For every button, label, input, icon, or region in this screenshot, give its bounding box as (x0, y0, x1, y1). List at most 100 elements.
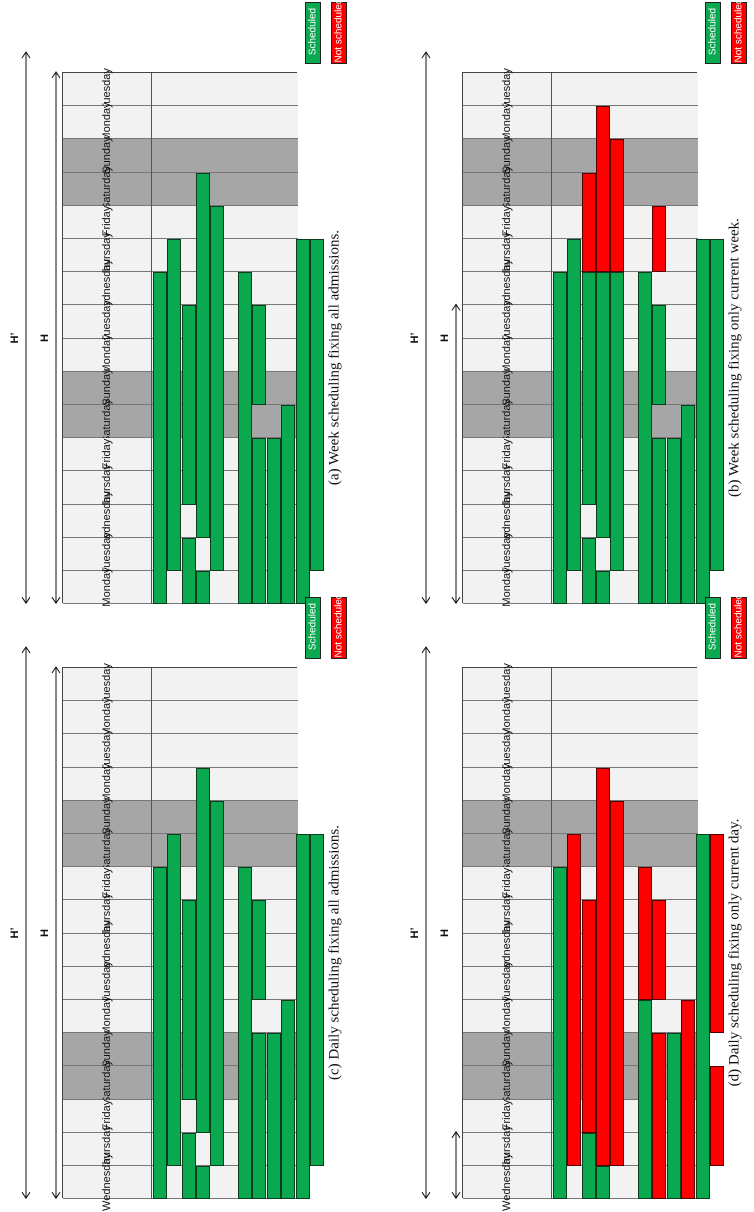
day-row (63, 734, 298, 768)
day-row (463, 800, 698, 834)
arrow-head (421, 596, 431, 605)
scheduled-bar (652, 305, 666, 405)
scheduled-bar (638, 1000, 652, 1200)
scheduled-bar (652, 438, 666, 605)
scheduled-bar (610, 272, 624, 571)
day-row (63, 172, 298, 206)
not-scheduled-bar (582, 172, 596, 273)
h-label: H (439, 333, 451, 342)
legend-scheduled (705, 2, 721, 64)
day-label: Wednesday (501, 1152, 513, 1211)
scheduled-bar (196, 172, 210, 538)
scheduled-bar (582, 272, 596, 505)
scheduled-bar (553, 272, 567, 605)
scheduled-bar (182, 1132, 196, 1200)
arrow-head (51, 666, 61, 674)
not-scheduled-bar (596, 106, 610, 273)
legend-not-scheduled (331, 597, 347, 659)
label-divider (151, 73, 152, 605)
h-label: H (439, 928, 451, 937)
scheduled-bar (310, 834, 324, 1166)
legend-label: Not scheduled (333, 593, 345, 658)
scheduled-bar (281, 1000, 295, 1200)
scheduled-bar (210, 205, 224, 571)
scheduled-bar (252, 1033, 266, 1200)
legend-label: Not scheduled (333, 0, 345, 63)
scheduled-bar (696, 239, 710, 605)
scheduled-bar (182, 537, 196, 605)
not-scheduled-bar (681, 1000, 695, 1200)
not-scheduled-bar (610, 139, 624, 273)
h-label: H (39, 928, 51, 937)
scheduled-bar (153, 272, 167, 605)
scheduled-bar (281, 405, 295, 605)
day-label: Wednesday (101, 1152, 113, 1211)
legend-label: Scheduled (307, 7, 319, 56)
schedule-grid: Tuesday Monday Sunday Saturday Friday Thursda… (62, 68, 324, 606)
panel-b: Tuesday Monday Sunday Saturday Friday Thursda… (409, 0, 747, 606)
schedule-grid: Tuesday Monday Tuesday Monday Sunday Saturday… (62, 663, 324, 1211)
scheduled-bar (638, 272, 652, 605)
legend-not-scheduled (731, 597, 747, 659)
scheduled-bar (596, 272, 610, 538)
legend-label: Scheduled (307, 602, 319, 651)
scheduled-bar (153, 867, 167, 1200)
legend-label: Scheduled (707, 602, 719, 651)
day-row (63, 668, 298, 702)
day-row (63, 205, 298, 239)
horizon-arrows (21, 51, 61, 605)
h-prime-label: H’ (409, 332, 421, 344)
label-divider (551, 668, 552, 1200)
label-divider (551, 73, 552, 605)
arrow-head (451, 596, 461, 605)
h-prime-label: H’ (9, 927, 21, 939)
h-prime-label: H’ (9, 332, 21, 344)
not-scheduled-bar (710, 834, 724, 1034)
day-row (63, 139, 298, 173)
scheduled-bar (667, 438, 681, 605)
horizon-arrows (421, 51, 461, 605)
h-label: H (39, 333, 51, 342)
scheduled-bar (681, 405, 695, 605)
day-row (63, 701, 298, 735)
scheduled-bar (196, 571, 210, 605)
legend-label: Not scheduled (733, 593, 745, 658)
scheduled-bar (252, 438, 266, 605)
arrow-head (421, 51, 431, 59)
not-scheduled-bar (652, 1033, 666, 1200)
not-scheduled-bar (596, 767, 610, 1166)
legend-label: Scheduled (707, 7, 719, 56)
panel-caption: (b) Week scheduling fixing only current … (726, 217, 743, 497)
schedule-grid: Tuesday Monday Tuesday Monday Sunday Saturday… (462, 663, 724, 1211)
arrow-head (21, 646, 31, 654)
legend-not-scheduled (331, 2, 347, 64)
scheduled-bar (252, 900, 266, 1000)
scheduled-bar (310, 239, 324, 571)
label-divider (151, 668, 152, 1200)
scheduled-bar (567, 239, 581, 571)
scheduled-bar (696, 834, 710, 1200)
scheduled-bar (167, 834, 181, 1166)
panel-caption: (d) Daily scheduling fixing only current… (726, 818, 743, 1086)
day-row (463, 668, 698, 702)
day-row (63, 73, 298, 107)
scheduled-bar (167, 239, 181, 571)
day-row (463, 734, 698, 768)
day-label: Monday (101, 567, 113, 607)
arrow-head (451, 1130, 461, 1139)
not-scheduled-bar (652, 205, 666, 273)
arrow-head (21, 596, 31, 605)
day-row (463, 106, 698, 140)
arrow-head (51, 71, 61, 79)
scheduled-bar (182, 900, 196, 1100)
day-row (63, 767, 298, 801)
legend-scheduled (705, 597, 721, 659)
scheduled-bar (267, 1033, 281, 1200)
arrow-head (21, 51, 31, 59)
day-row (463, 139, 698, 173)
scheduled-bar (553, 867, 567, 1200)
scheduled-bar (238, 867, 252, 1200)
day-row (463, 172, 698, 206)
day-row (63, 800, 298, 834)
panel-d: Tuesday Monday Tuesday Monday Sunday Saturday… (409, 594, 747, 1211)
